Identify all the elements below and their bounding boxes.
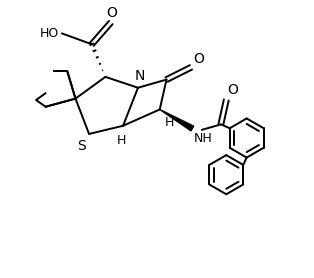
- Polygon shape: [160, 110, 194, 131]
- Text: H: H: [165, 116, 174, 129]
- Text: NH: NH: [194, 132, 213, 145]
- Text: S: S: [78, 139, 86, 153]
- Text: O: O: [228, 83, 239, 97]
- Text: HO: HO: [39, 27, 59, 40]
- Text: O: O: [193, 52, 204, 66]
- Text: O: O: [107, 6, 118, 20]
- Text: N: N: [134, 69, 144, 83]
- Text: H: H: [117, 135, 126, 147]
